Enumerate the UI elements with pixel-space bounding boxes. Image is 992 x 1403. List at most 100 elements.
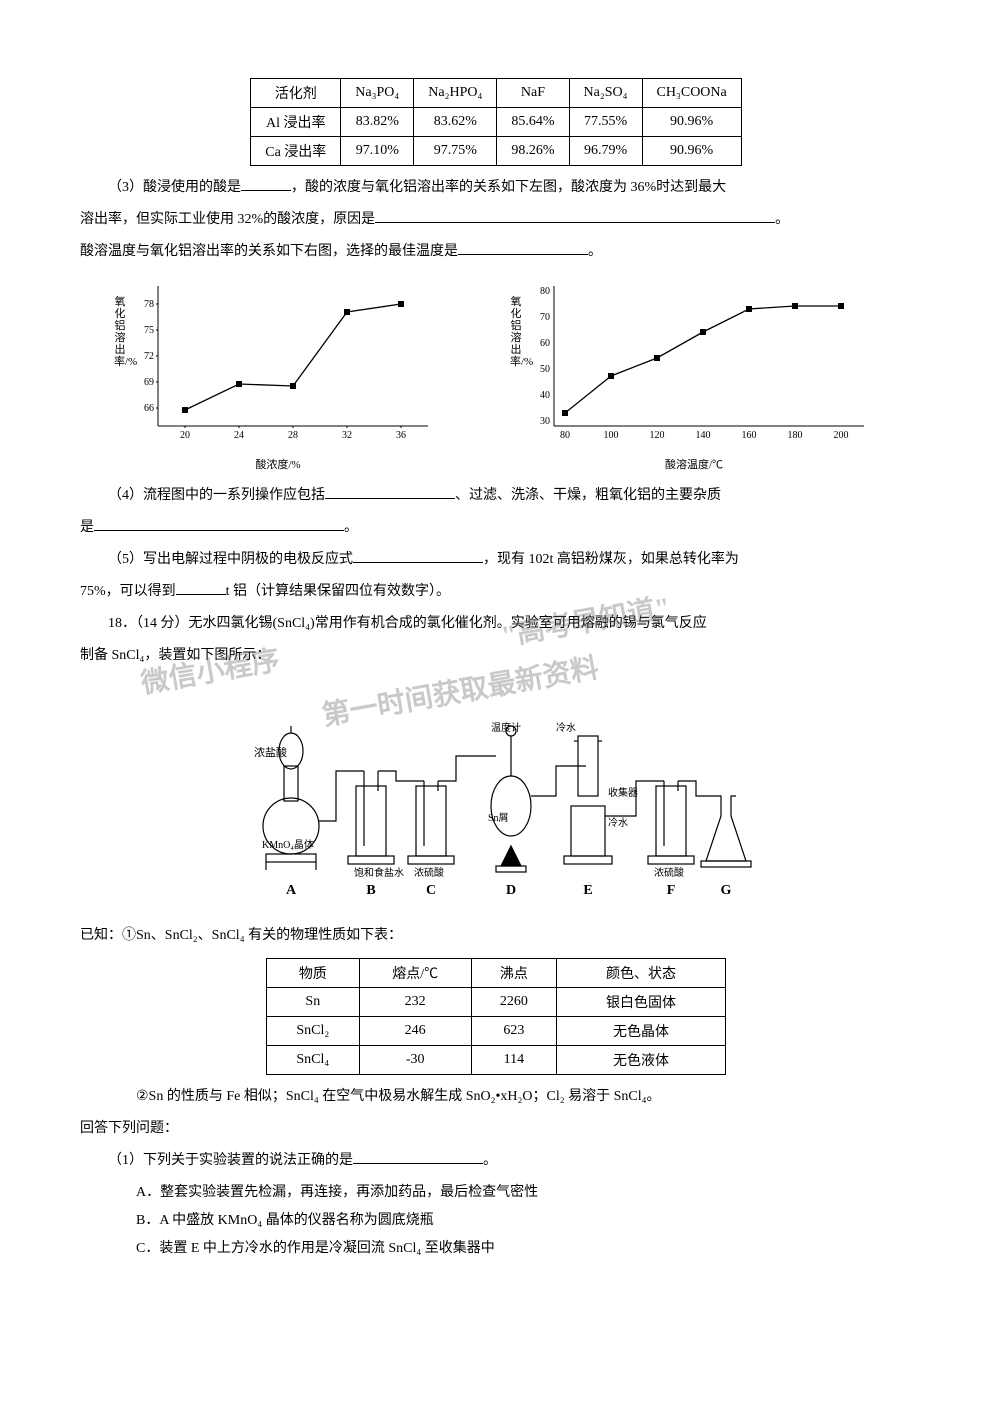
blank — [375, 208, 775, 223]
t1-h3: NaF — [497, 79, 569, 108]
t1-h4: Na₂SO₄ — [569, 79, 642, 108]
q4c: 是 — [80, 520, 94, 535]
svg-text:60: 60 — [540, 338, 550, 349]
lbl-h2so4-1: 浓硫酸 — [414, 866, 444, 879]
blank — [458, 240, 588, 255]
t1-h0: 活化剂 — [251, 79, 341, 108]
t2-h0: 物质 — [267, 959, 360, 988]
lbl-E: E — [583, 883, 592, 898]
q3-l2a: 溶出率，但实际工业使用 32%的酸浓度，原因是 — [80, 212, 375, 227]
t2-h2: 沸点 — [471, 959, 556, 988]
svg-text:180: 180 — [788, 430, 803, 441]
q3-l2b: 。 — [775, 212, 789, 227]
svg-text:36: 36 — [396, 430, 406, 441]
t1-r0c1: 83.82% — [341, 108, 414, 137]
q18-1-A: A．整套实验装置先检漏，再连接，再添加药品，最后检查气密性 — [136, 1179, 912, 1207]
q4-line1: （4）流程图中的一系列操作应包括 、过滤、洗涤、干燥，粗氧化铝的主要杂质 — [80, 482, 912, 510]
q18-line2: 制备 SnCl₄，装置如下图所示： — [80, 642, 912, 670]
svg-text:20: 20 — [180, 430, 190, 441]
q4d: 。 — [344, 520, 358, 535]
chart1-xlabel: 酸浓度/% — [118, 456, 438, 472]
svg-text:72: 72 — [144, 351, 154, 362]
q5-line2: 75%，可以得到t 铝（计算结果保留四位有效数字）。 — [80, 578, 912, 606]
q4b: 、过滤、洗涤、干燥，粗氧化铝的主要杂质 — [455, 488, 721, 503]
q18-line1: 18．（14 分）无水四氯化锡(SnCl₄)常用作有机合成的氯化催化剂。实验室可… — [80, 610, 912, 638]
svg-text:120: 120 — [650, 430, 665, 441]
lbl-sn: Sn屑 — [488, 812, 509, 824]
svg-text:40: 40 — [540, 390, 550, 401]
blank — [176, 580, 226, 595]
lbl-hcl: 浓盐酸 — [254, 745, 287, 759]
t2-h1: 熔点/℃ — [359, 959, 471, 988]
t1-h5: CH₃COONa — [642, 79, 741, 108]
chart-acid-concentration: 氧化铝溶出率/% 66 69 72 75 78 20 24 28 — [118, 276, 438, 472]
q3-l3b: 。 — [588, 244, 602, 259]
t2-r1c2: 623 — [471, 1017, 556, 1046]
blank — [353, 548, 483, 563]
t2-r2c0: SnCl₄ — [267, 1046, 360, 1075]
svg-text:200: 200 — [834, 430, 849, 441]
known-line1: 已知：①Sn、SnCl₂、SnCl₄ 有关的物理性质如下表： — [80, 922, 912, 950]
lbl-A: A — [286, 883, 297, 898]
q4-line2: 是。 — [80, 514, 912, 542]
svg-text:66: 66 — [144, 403, 154, 414]
exam-page: 活化剂 Na₃PO₄ Na₂HPO₄ NaF Na₂SO₄ CH₃COONa A… — [0, 0, 992, 1403]
t1-r1c4: 96.79% — [569, 137, 642, 166]
svg-text:70: 70 — [540, 312, 550, 323]
t2-r2c3: 无色液体 — [557, 1046, 726, 1075]
lbl-coldwater2: 冷水 — [608, 816, 628, 829]
svg-text:69: 69 — [144, 377, 154, 388]
lbl-thermo: 温度计 — [491, 721, 521, 734]
svg-text:160: 160 — [742, 430, 757, 441]
q3-line1: （3）酸浸使用的酸是，酸的浓度与氧化铝溶出率的关系如下左图，酸浓度为 36%时达… — [80, 174, 912, 202]
lbl-F: F — [667, 883, 676, 898]
lbl-coldwater: 冷水 — [556, 721, 576, 734]
blank — [353, 1149, 483, 1164]
blank — [94, 516, 344, 531]
t2-r0c3: 银白色固体 — [557, 988, 726, 1017]
t1-r1c5: 90.96% — [642, 137, 741, 166]
q5d: t 铝（计算结果保留四位有效数字）。 — [226, 584, 450, 599]
t1-r1c3: 98.26% — [497, 137, 569, 166]
t2-r0c2: 2260 — [471, 988, 556, 1017]
svg-text:75: 75 — [144, 325, 154, 336]
q18-1-B: B．A 中盛放 KMnO₄ 晶体的仪器名称为圆底烧瓶 — [136, 1207, 912, 1235]
q18a: 18．（14 分）无水四氯化锡(SnCl₄)常用作有机合成的氯化催化剂。实验室可… — [108, 616, 707, 631]
blank — [325, 484, 455, 499]
chart1-svg: 66 69 72 75 78 20 24 28 32 36 — [118, 276, 438, 456]
t1-r0c5: 90.96% — [642, 108, 741, 137]
t2-r2c1: -30 — [359, 1046, 471, 1075]
t2-r0c1: 232 — [359, 988, 471, 1017]
known2: ②Sn 的性质与 Fe 相似；SnCl₄ 在空气中极易水解生成 SnO₂•xH₂… — [136, 1089, 661, 1104]
blank — [241, 176, 291, 191]
lbl-C: C — [426, 883, 436, 898]
svg-text:32: 32 — [342, 430, 352, 441]
chart2-svg: 30 40 50 60 70 80 80 100 120 140 160 180… — [514, 276, 874, 456]
t2-r0c0: Sn — [267, 988, 360, 1017]
q4a: （4）流程图中的一系列操作应包括 — [108, 488, 325, 503]
activator-table: 活化剂 Na₃PO₄ Na₂HPO₄ NaF Na₂SO₄ CH₃COONa A… — [250, 78, 742, 166]
answer-prompt: 回答下列问题： — [80, 1115, 912, 1143]
chart1-ylabel: 氧化铝溶出率/% — [114, 296, 126, 369]
q5b: ，现有 102t 高铝粉煤灰，如果总转化率为 — [483, 552, 739, 567]
q3-line2: 溶出率，但实际工业使用 32%的酸浓度，原因是 。 — [80, 206, 912, 234]
chart-acid-temperature: 氧化铝溶出率/% 30 40 50 60 70 80 80 100 120 14… — [514, 276, 874, 472]
svg-text:100: 100 — [604, 430, 619, 441]
lbl-kmno4: KMnO₄晶体 — [262, 839, 314, 851]
t1-r0c2: 83.62% — [414, 108, 497, 137]
apparatus-diagram: 浓盐酸 KMnO₄晶体 饱和食盐水 浓硫酸 温度 — [236, 676, 756, 916]
svg-text:78: 78 — [144, 299, 154, 310]
lbl-collector: 收集器 — [608, 786, 638, 799]
q3-l1a: （3）酸浸使用的酸是 — [108, 180, 241, 195]
svg-text:30: 30 — [540, 416, 550, 427]
t2-h3: 颜色、状态 — [557, 959, 726, 988]
t2-r1c3: 无色晶体 — [557, 1017, 726, 1046]
q3-l3a: 酸溶温度与氧化铝溶出率的关系如下右图，选择的最佳温度是 — [80, 244, 458, 259]
svg-text:28: 28 — [288, 430, 298, 441]
t1-r1c1: 97.10% — [341, 137, 414, 166]
t2-r1c1: 246 — [359, 1017, 471, 1046]
svg-text:24: 24 — [234, 430, 244, 441]
svg-text:140: 140 — [696, 430, 711, 441]
known-line2: ②Sn 的性质与 Fe 相似；SnCl₄ 在空气中极易水解生成 SnO₂•xH₂… — [80, 1083, 912, 1111]
chart2-ylabel: 氧化铝溶出率/% — [510, 296, 522, 369]
